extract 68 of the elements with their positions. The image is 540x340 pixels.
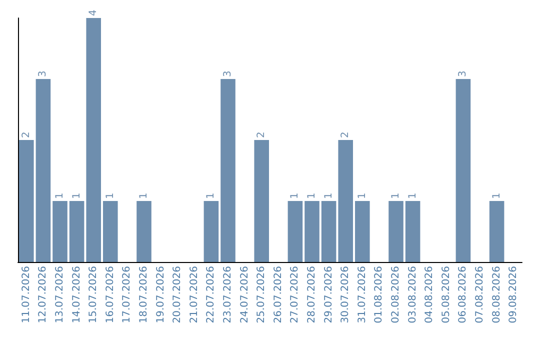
bar (220, 79, 236, 262)
x-tick-label: 23.07.2026 (222, 266, 234, 324)
bar (103, 201, 118, 262)
x-tick-label: 27.07.2026 (290, 266, 301, 324)
x-tick-label: 04.08.2026 (424, 266, 436, 324)
x-tick-label: 16.07.2026 (104, 266, 116, 324)
x-tick-label: 15.07.2026 (88, 266, 100, 324)
x-tick-label: 17.07.2026 (122, 266, 133, 324)
bar (19, 140, 34, 262)
x-tick-label: 08.08.2026 (491, 266, 502, 324)
x-tick-label: 28.07.2026 (306, 266, 318, 324)
data-label: 1 (206, 192, 217, 199)
data-label: 1 (104, 192, 116, 199)
x-tick-label: 09.08.2026 (508, 266, 520, 324)
x-tick-label: 14.07.2026 (71, 266, 82, 324)
data-label: 2 (340, 132, 352, 138)
data-label: 1 (306, 192, 318, 199)
x-tick-label: 20.07.2026 (172, 266, 184, 324)
x-tick-label: 11.07.2026 (20, 266, 32, 324)
data-label: 1 (356, 192, 368, 199)
x-tick-label: 02.08.2026 (390, 266, 402, 324)
bar (52, 201, 68, 262)
x-tick-label: 03.08.2026 (407, 266, 418, 324)
x-tick-label: 05.08.2026 (440, 266, 452, 324)
data-label: 3 (458, 70, 469, 77)
x-tick-label: 18.07.2026 (138, 266, 150, 324)
bar (288, 201, 303, 262)
bar (86, 18, 101, 262)
data-label: 3 (38, 70, 49, 77)
data-label: 1 (138, 192, 150, 199)
x-tick-label: 25.07.2026 (256, 266, 268, 324)
bar (355, 201, 370, 262)
x-tick-label: 29.07.2026 (323, 266, 334, 324)
data-label: 4 (88, 10, 100, 16)
data-label: 1 (407, 192, 418, 199)
bar (456, 79, 471, 262)
bar (321, 201, 336, 262)
x-tick-label: 06.08.2026 (458, 266, 469, 324)
x-tick-label: 07.08.2026 (474, 266, 486, 324)
bar (388, 201, 404, 262)
data-label: 3 (222, 70, 234, 77)
x-tick-label: 12.07.2026 (38, 266, 49, 324)
data-label: 1 (54, 192, 66, 199)
x-tick-label: 21.07.2026 (188, 266, 200, 324)
bar (489, 201, 504, 262)
data-label: 1 (323, 192, 334, 199)
data-label: 2 (256, 132, 268, 138)
data-label: 2 (20, 132, 32, 138)
bar (204, 201, 219, 262)
x-tick-label: 26.07.2026 (272, 266, 284, 324)
x-tick-label: 22.07.2026 (206, 266, 217, 324)
bar (36, 79, 51, 262)
bar (254, 140, 269, 262)
bar (338, 140, 353, 262)
x-tick-label: 31.07.2026 (356, 266, 368, 324)
x-tick-label: 30.07.2026 (340, 266, 352, 324)
bar (69, 201, 84, 262)
x-tick-label: 19.07.2026 (155, 266, 166, 324)
bar (136, 201, 152, 262)
x-tick-label: 24.07.2026 (239, 266, 250, 324)
bar (304, 201, 320, 262)
data-label: 1 (491, 192, 502, 199)
x-tick-label: 13.07.2026 (54, 266, 66, 324)
bar (405, 201, 420, 262)
data-label: 1 (290, 192, 301, 199)
data-label: 1 (390, 192, 402, 199)
data-label: 1 (71, 192, 82, 199)
x-tick-label: 01.08.2026 (374, 266, 385, 324)
